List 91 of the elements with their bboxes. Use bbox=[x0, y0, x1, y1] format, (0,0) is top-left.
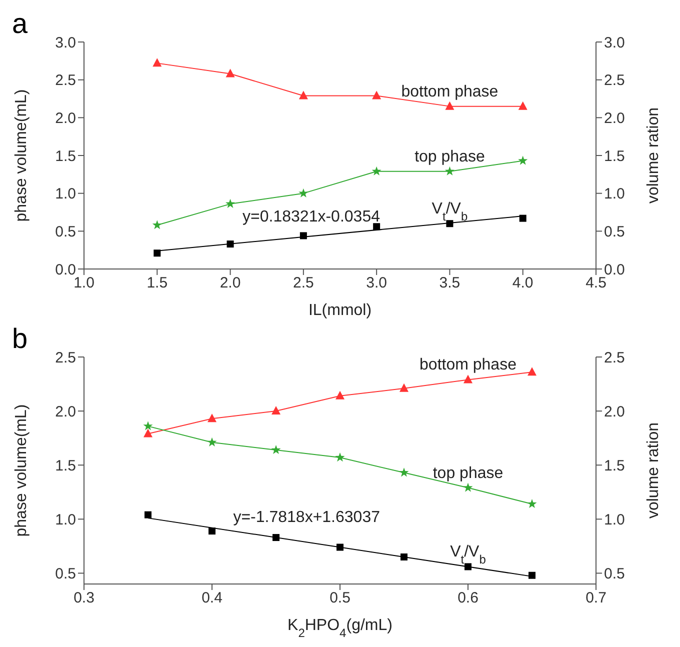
y2-tick-label: 0.5 bbox=[604, 223, 625, 240]
point bbox=[298, 188, 308, 198]
point bbox=[528, 367, 536, 376]
y-tick-label: 2.5 bbox=[55, 349, 76, 366]
point bbox=[372, 90, 382, 100]
point bbox=[372, 166, 382, 176]
y2-tick-label: 2.0 bbox=[604, 110, 625, 127]
point bbox=[154, 250, 161, 257]
y-tick-label: 1.0 bbox=[55, 511, 76, 528]
point bbox=[144, 428, 152, 438]
point bbox=[143, 421, 153, 430]
x-tick-label: 1.5 bbox=[146, 274, 168, 292]
point bbox=[518, 101, 528, 110]
series-label: top phase bbox=[432, 464, 504, 482]
y-axis-title: phase volume(mL) bbox=[13, 404, 30, 537]
point bbox=[527, 499, 537, 508]
point bbox=[400, 553, 408, 560]
series-label: V$_{t}$/V$_{b}$ bbox=[450, 544, 486, 567]
series-label: bottom phase bbox=[420, 356, 517, 374]
chart-title: a bbox=[12, 8, 28, 40]
y2-tick-label: 0.0 bbox=[604, 261, 625, 278]
x-tick-label: 0.6 bbox=[458, 590, 478, 607]
x-tick-label: 1.0 bbox=[74, 274, 94, 292]
point bbox=[208, 528, 216, 535]
point bbox=[519, 214, 526, 222]
point bbox=[464, 374, 472, 384]
series-label: V$_{t}$/V$_{b}$ bbox=[432, 200, 468, 224]
y2-tick-label: 1.5 bbox=[604, 148, 625, 165]
point bbox=[207, 437, 217, 446]
annotation: y=0.18321x-0.0354 bbox=[242, 208, 380, 226]
y2-tick-label: 3.0 bbox=[604, 34, 625, 52]
x-tick-label: 4.0 bbox=[512, 274, 534, 292]
point bbox=[444, 166, 454, 176]
y-tick-label: 0.0 bbox=[55, 261, 76, 278]
annotation: y=-1.7818x+1.63037 bbox=[233, 508, 380, 526]
point bbox=[152, 220, 162, 230]
point bbox=[152, 58, 162, 67]
x-tick-label: 0.4 bbox=[202, 590, 222, 607]
x-tick-label: 2.5 bbox=[293, 274, 314, 292]
x-axis-title: K$_{2}$HPO$_{4}$(g/mL) bbox=[288, 617, 392, 640]
point bbox=[144, 511, 152, 518]
x-tick-label: 4.5 bbox=[586, 274, 606, 292]
y-tick-label: 1.0 bbox=[55, 186, 76, 203]
x-tick-label: 3.5 bbox=[439, 274, 460, 292]
series-label: bottom phase bbox=[401, 83, 498, 100]
point bbox=[272, 406, 280, 415]
point bbox=[446, 220, 454, 228]
x-tick-label: 2.0 bbox=[220, 274, 241, 292]
point bbox=[336, 390, 344, 400]
point bbox=[226, 240, 234, 248]
point bbox=[300, 232, 307, 240]
y2-axis-title: volume ration bbox=[645, 107, 662, 204]
x-tick-label: 0.7 bbox=[586, 590, 606, 607]
y-axis-title: phase volume(mL) bbox=[13, 89, 30, 222]
chart-title: b bbox=[12, 323, 28, 355]
point bbox=[518, 156, 528, 165]
y2-tick-label: 0.5 bbox=[604, 566, 625, 583]
x-tick-label: 0.3 bbox=[74, 590, 94, 607]
y2-tick-label: 1.0 bbox=[604, 186, 625, 203]
y-tick-label: 0.5 bbox=[55, 223, 76, 240]
x-tick-label: 0.5 bbox=[330, 590, 350, 607]
y2-tick-label: 2.0 bbox=[604, 403, 625, 420]
point bbox=[226, 68, 235, 78]
point bbox=[226, 198, 236, 208]
y-tick-label: 2.0 bbox=[55, 403, 76, 420]
y-tick-label: 3.0 bbox=[55, 34, 76, 52]
point bbox=[445, 101, 454, 110]
y-tick-label: 1.5 bbox=[55, 457, 76, 474]
y-tick-label: 2.5 bbox=[55, 72, 76, 90]
point bbox=[208, 414, 216, 422]
point bbox=[335, 452, 345, 462]
y-tick-label: 2.0 bbox=[55, 110, 76, 127]
point bbox=[336, 544, 344, 551]
y2-tick-label: 1.5 bbox=[604, 457, 625, 474]
x-tick-label: 3.0 bbox=[366, 274, 387, 292]
y2-tick-label: 2.5 bbox=[604, 349, 625, 366]
point bbox=[528, 572, 536, 579]
point bbox=[271, 444, 281, 454]
point bbox=[298, 90, 308, 100]
x-axis-title: IL(mmol) bbox=[308, 302, 372, 319]
y2-tick-label: 2.5 bbox=[604, 72, 625, 90]
y-tick-label: 0.5 bbox=[55, 566, 76, 583]
series-label: top phase bbox=[414, 148, 485, 166]
point bbox=[463, 482, 473, 492]
y2-tick-label: 1.0 bbox=[604, 511, 625, 528]
point bbox=[399, 468, 409, 477]
y-tick-label: 1.5 bbox=[55, 148, 76, 165]
point bbox=[400, 383, 408, 392]
point bbox=[464, 563, 472, 570]
point bbox=[272, 534, 280, 542]
y2-axis-title: volume ration bbox=[645, 422, 662, 519]
